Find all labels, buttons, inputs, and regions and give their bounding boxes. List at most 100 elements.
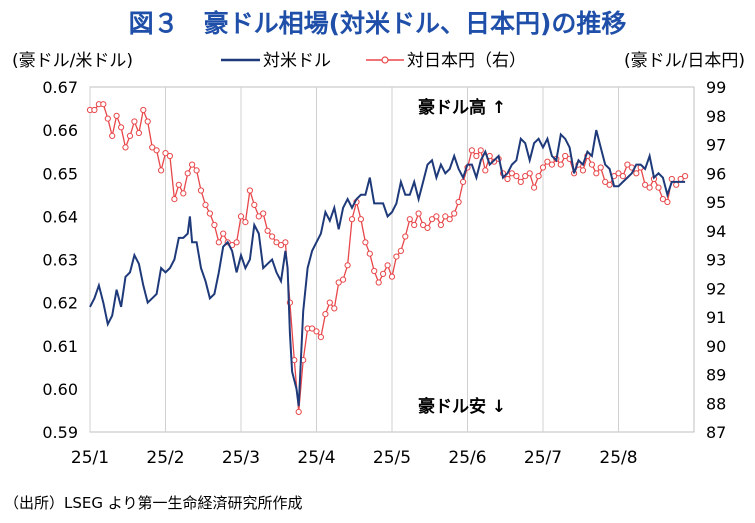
chart-title: 図３ 豪ドル相場(対米ドル、日本円)の推移 <box>128 9 627 38</box>
series-jpy-point <box>633 170 640 177</box>
series-jpy-point <box>455 198 462 206</box>
series-jpy-point <box>144 118 151 125</box>
series-jpy-point <box>140 106 147 114</box>
series-jpy-point <box>388 273 396 280</box>
series-jpy-point <box>539 164 547 171</box>
series-jpy-point <box>513 173 520 180</box>
series-jpy-point <box>579 167 587 174</box>
x-tick-label: 25/5 <box>373 448 411 468</box>
x-tick-label: 25/6 <box>448 448 486 468</box>
series-jpy-point <box>220 230 227 237</box>
series-jpy-point <box>380 270 387 277</box>
series-jpy-point <box>397 247 404 254</box>
series-jpy-point <box>211 221 218 229</box>
series-jpy-point <box>348 216 356 223</box>
series-jpy-point <box>158 167 165 174</box>
series-jpy-point <box>602 178 609 185</box>
series-jpy-point <box>184 170 191 177</box>
series-jpy-point <box>269 233 276 240</box>
x-tick-label: 25/8 <box>599 448 637 468</box>
series-jpy-line <box>90 103 686 412</box>
right-tick-label: 90 <box>706 337 726 356</box>
series-jpy-point <box>526 170 533 177</box>
series-jpy-point <box>682 173 689 180</box>
series-jpy-point <box>446 216 453 223</box>
series-jpy-point <box>255 213 262 220</box>
series-jpy-point <box>548 161 556 168</box>
series-jpy-point <box>535 173 542 180</box>
right-tick-label: 92 <box>706 279 726 298</box>
series-jpy-point <box>264 227 271 234</box>
right-tick-label: 93 <box>706 251 726 270</box>
left-axis-label: (豪ドル/米ドル) <box>12 50 133 71</box>
series-jpy-point <box>375 279 382 286</box>
x-tick-label: 25/4 <box>297 448 335 468</box>
series-jpy-point <box>149 144 156 151</box>
series-jpy-point <box>242 219 249 226</box>
series-jpy-point <box>282 239 289 246</box>
right-tick-label: 98 <box>706 107 726 126</box>
left-tick-label: 0.65 <box>42 164 78 183</box>
series-jpy-point <box>313 328 320 335</box>
series-jpy-point <box>366 250 373 257</box>
series-jpy-point <box>437 221 444 229</box>
series-jpy-point <box>442 213 449 220</box>
series-jpy-point <box>260 210 267 217</box>
series-jpy-point <box>477 147 484 154</box>
right-tick-label: 94 <box>706 222 726 241</box>
right-tick-label: 96 <box>706 164 726 183</box>
left-tick-label: 0.60 <box>42 380 78 399</box>
series-jpy-point <box>451 210 458 217</box>
series-jpy-point <box>331 305 338 312</box>
legend-jpy-label: 対日本円（右） <box>407 51 526 71</box>
series-jpy-point <box>406 216 413 223</box>
series-jpy-point <box>544 158 551 165</box>
legend-jpy-marker <box>381 56 389 64</box>
series-jpy-point <box>317 334 324 341</box>
series-jpy-point <box>197 187 205 194</box>
series-jpy-point <box>189 161 196 168</box>
series-jpy-point <box>344 262 351 269</box>
annotation-aud-weak: 豪ドル安 ↓ <box>418 396 506 417</box>
series-jpy-point <box>371 267 378 275</box>
series-jpy-point <box>593 170 600 177</box>
series-jpy-point <box>504 175 511 183</box>
right-tick-label: 95 <box>706 193 726 212</box>
series-jpy-point <box>468 147 475 154</box>
right-tick-label: 91 <box>706 308 726 327</box>
x-tick-label: 25/1 <box>71 448 109 468</box>
series-jpy-point <box>362 239 369 246</box>
series-jpy-point <box>659 196 667 203</box>
series-jpy-point <box>180 190 187 197</box>
series-jpy-point <box>473 152 480 160</box>
series-jpy-point <box>113 112 120 119</box>
right-tick-label: 87 <box>706 423 726 442</box>
left-tick-label: 0.64 <box>42 207 78 226</box>
series-jpy-point <box>135 129 142 137</box>
series-jpy-point <box>384 262 391 269</box>
series-jpy-point <box>517 178 524 185</box>
series-jpy-point <box>460 178 467 185</box>
series-jpy-point <box>162 150 169 157</box>
series-jpy-point <box>508 170 515 177</box>
legend-usd-label: 対米ドル <box>263 51 331 71</box>
series-jpy-point <box>126 132 134 139</box>
series-jpy-point <box>335 279 342 286</box>
series-jpy-point <box>277 242 285 249</box>
series-jpy-point <box>215 239 222 246</box>
series-jpy-point <box>295 408 302 415</box>
annotation-aud-strong: 豪ドル高 ↑ <box>418 97 506 118</box>
series-jpy-point <box>118 124 125 131</box>
series-jpy-point <box>522 173 529 180</box>
right-tick-label: 99 <box>706 78 726 97</box>
series-jpy-point <box>100 101 107 108</box>
series-jpy-point <box>642 181 649 188</box>
series-jpy-point <box>393 253 400 260</box>
series-jpy-point <box>193 167 200 174</box>
series-jpy-point <box>557 161 564 168</box>
series-jpy-point <box>673 181 680 188</box>
series-jpy-point <box>237 213 245 220</box>
series-jpy-point <box>206 210 213 217</box>
series-jpy-point <box>588 161 596 168</box>
series-jpy-point <box>646 184 653 191</box>
